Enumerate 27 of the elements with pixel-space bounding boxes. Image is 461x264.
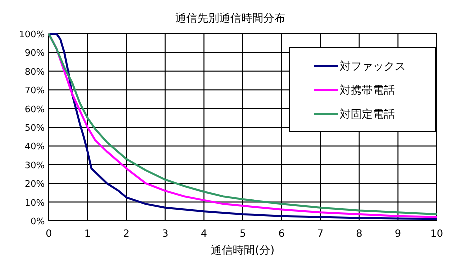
- x-tick-label: 10: [430, 229, 444, 240]
- y-tick-label: 20%: [24, 180, 46, 190]
- y-tick-label: 100%: [19, 30, 46, 40]
- y-tick-label: 90%: [24, 49, 46, 60]
- y-tick-label: 80%: [24, 68, 46, 78]
- x-tick-label: 8: [356, 229, 363, 240]
- x-tick-label: 5: [240, 229, 246, 240]
- x-tick-label: 4: [201, 229, 208, 240]
- x-axis-title: 通信時間(分): [211, 244, 275, 257]
- x-tick-label: 9: [395, 229, 402, 240]
- x-tick-label: 7: [317, 229, 324, 240]
- x-tick-label: 2: [123, 229, 130, 240]
- y-tick-label: 50%: [24, 124, 46, 134]
- y-tick-label: 30%: [24, 161, 46, 172]
- x-tick-label: 1: [84, 229, 91, 240]
- y-tick-label: 0%: [30, 218, 46, 228]
- x-tick-label: 3: [162, 229, 169, 240]
- y-tick-label: 70%: [24, 86, 46, 97]
- y-tick-label: 40%: [24, 142, 46, 153]
- chart-title: 通信先別通信時間分布: [176, 12, 286, 25]
- legend-label: 対固定電話: [340, 108, 395, 121]
- x-tick-label: 6: [278, 229, 285, 240]
- y-tick-label: 10%: [24, 198, 46, 209]
- legend-label: 対ファックス: [340, 60, 406, 73]
- y-tick-label: 60%: [24, 105, 46, 116]
- legend-label: 対携帯電話: [340, 84, 395, 97]
- x-tick-label: 0: [46, 229, 52, 240]
